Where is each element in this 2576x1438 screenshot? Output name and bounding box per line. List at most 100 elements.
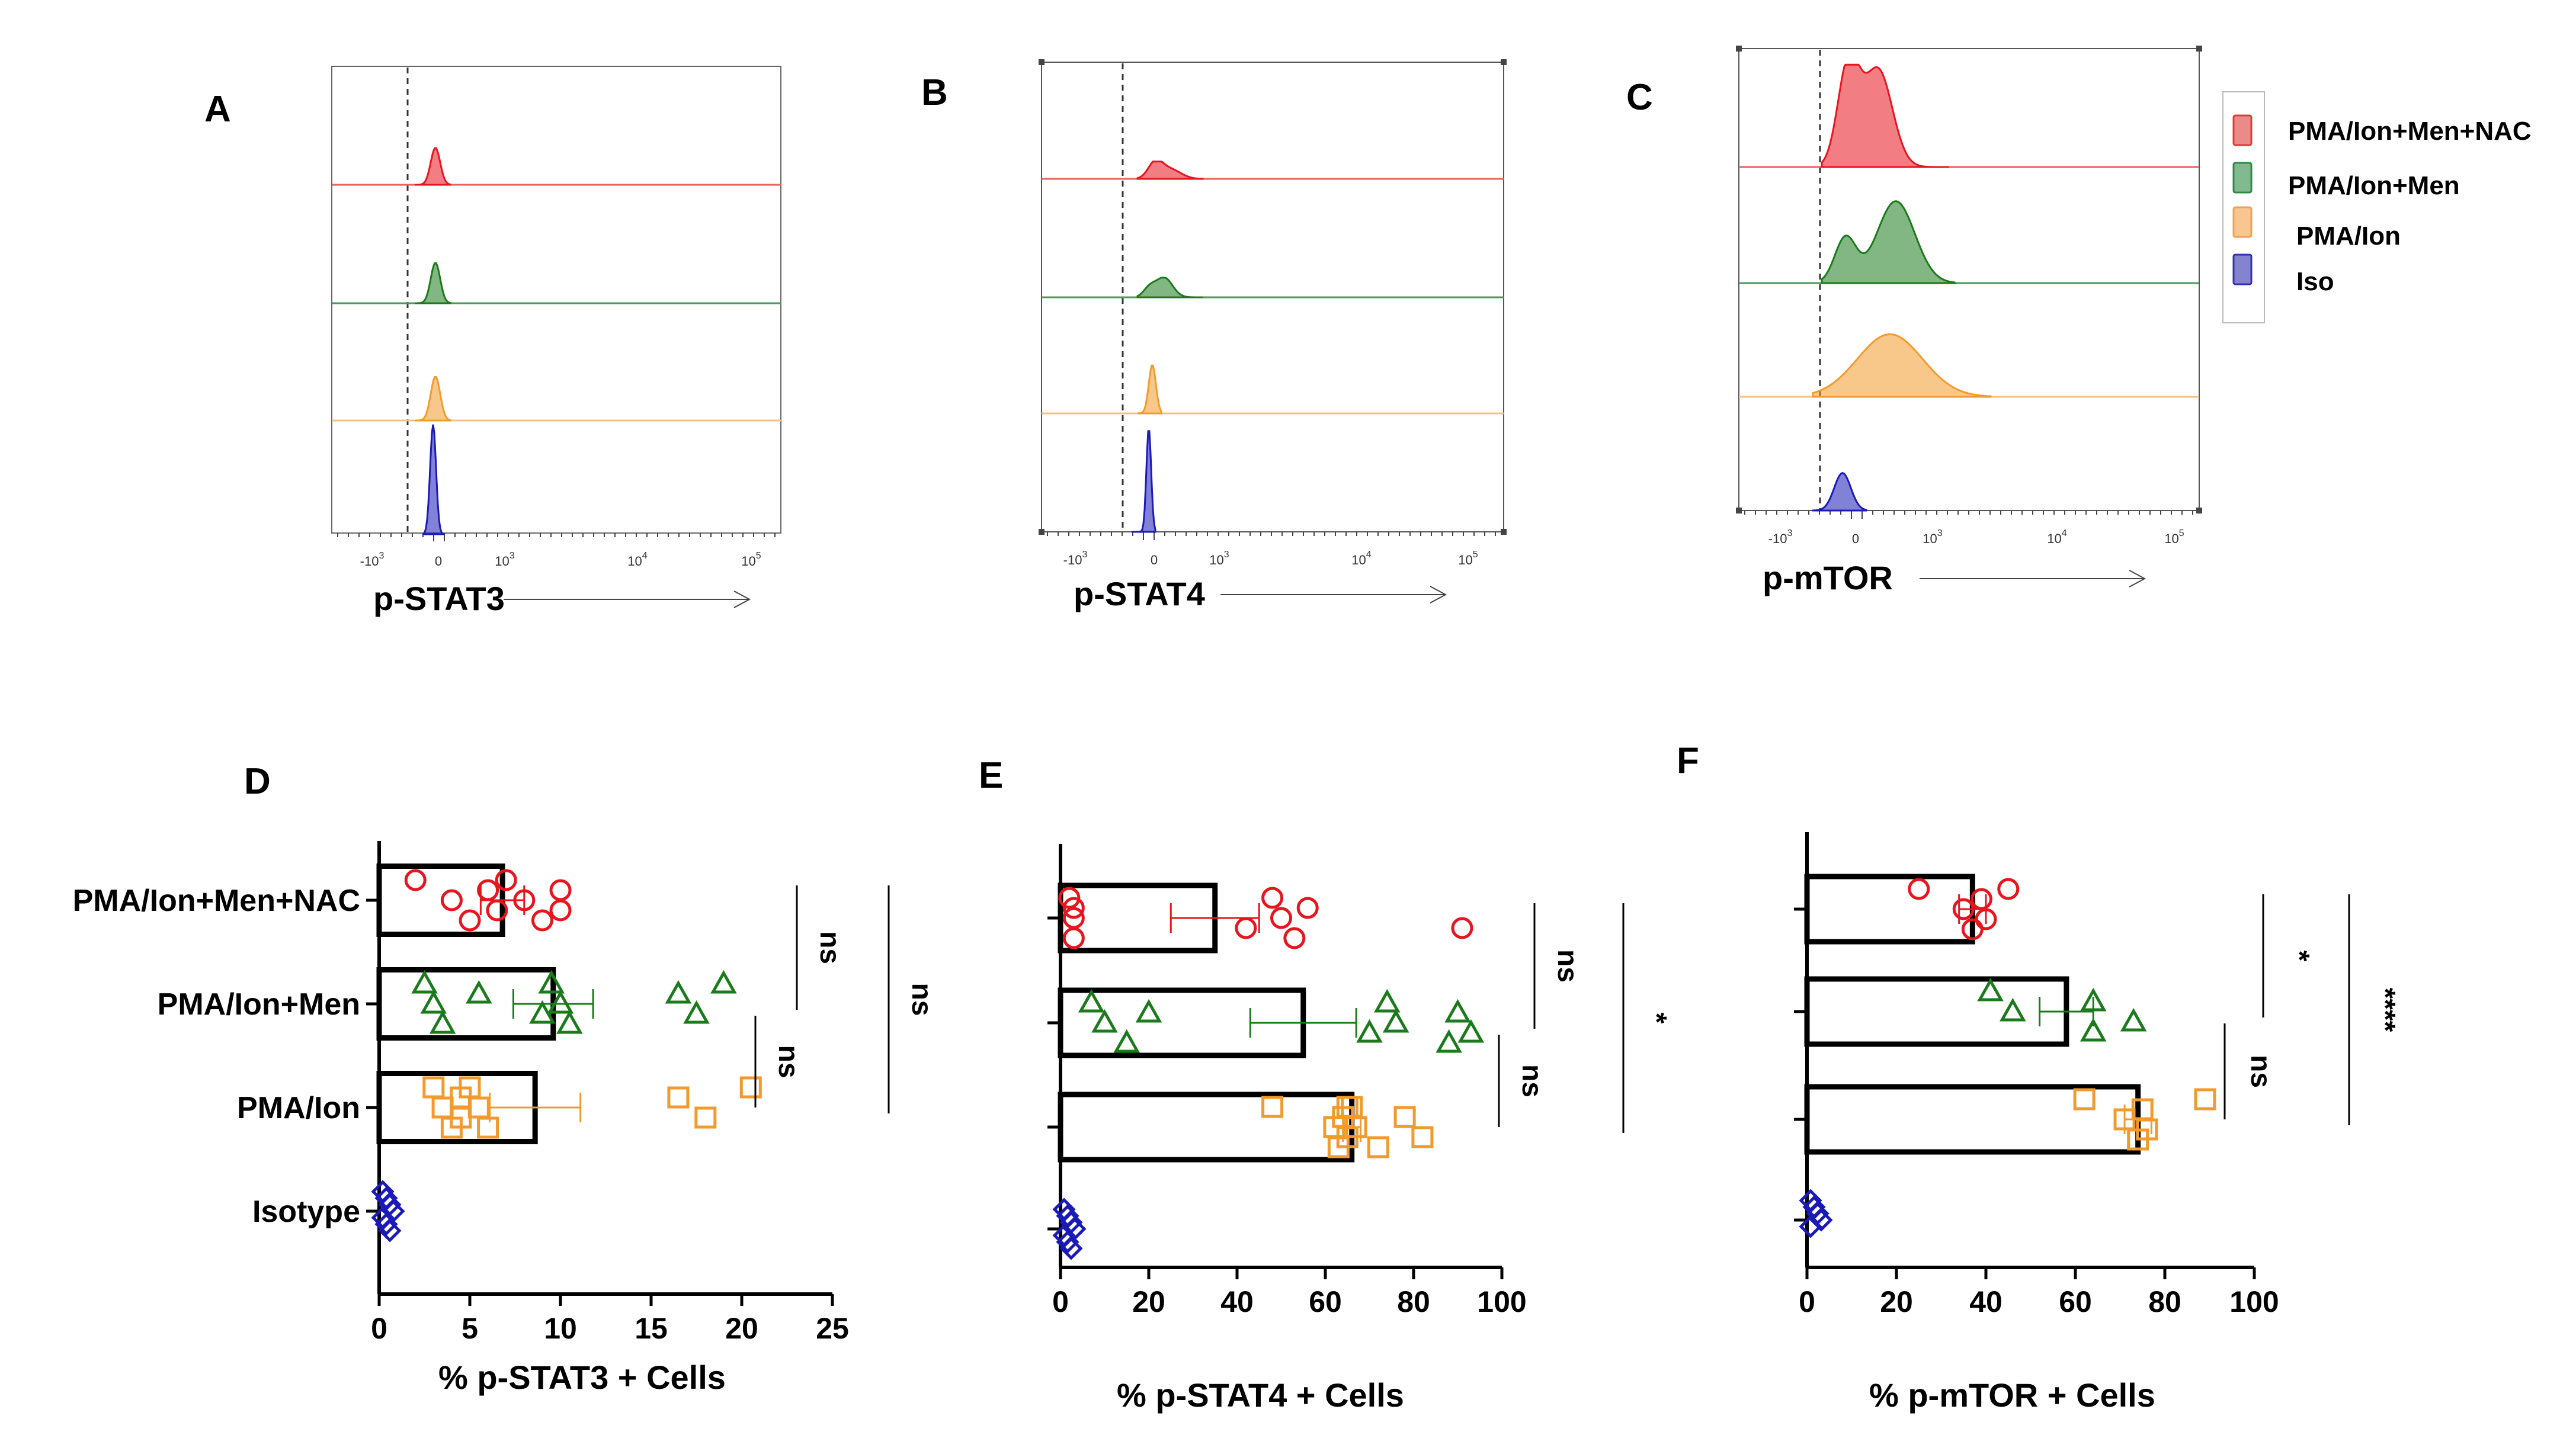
frame-corner-marker <box>1501 59 1507 65</box>
axis-tick-label: 105 <box>741 551 761 569</box>
panel-letter-c: C <box>1626 77 1653 118</box>
data-point-circle <box>495 869 517 891</box>
axis-tick-label: 0 <box>435 554 442 569</box>
x-tick-label: 0 <box>1799 1285 1815 1318</box>
data-point-diamond <box>378 1219 402 1243</box>
significance-label: ns <box>2245 1055 2276 1088</box>
axis-tick-label: 105 <box>1458 550 1478 567</box>
significance-label: * <box>2283 951 2315 962</box>
axis-tick-label: 104 <box>2047 528 2066 546</box>
data-point-triangle <box>466 980 492 1004</box>
legend: PMA/Ion+Men+NAC PMA/Ion+Men PMA/Ion Iso <box>2222 91 2532 323</box>
significance-label: ns <box>773 1045 804 1078</box>
data-point-square <box>739 1076 762 1099</box>
data-point-circle <box>1997 878 2020 900</box>
data-point-triangle <box>2120 1007 2147 1032</box>
histogram-peak-3 <box>1812 333 1992 398</box>
histogram-peak-1 <box>415 147 451 186</box>
histogram-peak-1 <box>1136 161 1204 180</box>
x-tick-label: 0 <box>371 1312 387 1345</box>
legend-swatch <box>2232 206 2253 238</box>
data-point-triangle <box>429 1010 456 1034</box>
axis-arrow-head <box>2129 570 2146 588</box>
legend-label: PMA/Ion+Men <box>2288 171 2460 200</box>
data-point-diamond <box>374 1212 398 1236</box>
axis-tick-label: 103 <box>1209 550 1229 567</box>
bar-chart-x-title: % p-mTOR + Cells <box>1869 1376 2155 1414</box>
axis-tick-label: 103 <box>1923 528 1942 546</box>
data-point-triangle <box>2080 987 2107 1012</box>
histogram-peak-2 <box>1136 277 1203 298</box>
plot-frame <box>331 66 781 534</box>
significance-label: ns <box>1516 1064 1547 1097</box>
x-tick-label: 80 <box>2148 1285 2181 1318</box>
category-label: PMA/Ion <box>237 1091 360 1125</box>
x-tick-label: 40 <box>1220 1285 1254 1318</box>
x-tick-label: 80 <box>1397 1285 1430 1318</box>
axis-arrow-head <box>733 590 751 608</box>
bar-chart-panel-d: 0 5 10 15 20 25 % p-STAT3 + Cells PMA/Ion+Men+N… <box>73 841 937 1396</box>
legend-swatch <box>2232 162 2253 194</box>
data-point-circle <box>549 879 572 901</box>
panel-letter-a: A <box>204 89 231 130</box>
data-point-triangle <box>1356 1019 1383 1043</box>
histogram-peak-3 <box>1137 364 1162 415</box>
data-point-circle <box>1235 917 1257 939</box>
frame-corner-marker <box>2196 508 2202 513</box>
bar-3 <box>1058 1092 1355 1163</box>
data-point-circle <box>1975 908 1997 930</box>
data-point-triangle <box>538 970 565 994</box>
data-point-circle <box>1283 927 1306 949</box>
data-point-circle <box>1296 897 1319 919</box>
histogram-peak-4 <box>1132 430 1156 533</box>
panel-letter-e: E <box>979 755 1003 796</box>
data-point-circle <box>549 899 572 922</box>
axis-tick-label: 103 <box>495 551 514 569</box>
significance-label: ns <box>1552 949 1583 983</box>
data-point-diamond <box>1799 1215 1822 1238</box>
data-point-circle <box>404 869 427 891</box>
data-point-circle <box>477 879 499 901</box>
data-point-circle <box>1062 927 1085 949</box>
x-tick-label: 60 <box>2059 1285 2092 1318</box>
x-tick-label: 40 <box>1969 1285 2003 1318</box>
data-point-triangle <box>411 970 438 994</box>
histogram-peak-1 <box>1821 63 1949 168</box>
axis-tick-label: 104 <box>627 551 647 569</box>
data-point-triangle <box>420 990 447 1014</box>
data-point-square <box>2073 1088 2096 1110</box>
data-point-triangle <box>1374 988 1401 1013</box>
data-point-diamond <box>1056 1230 1079 1254</box>
data-point-square <box>1411 1126 1434 1148</box>
histogram-panel-b: -103 0 103 104 105 p-STAT4 <box>1039 59 1507 612</box>
frame-corner-marker <box>1736 508 1742 513</box>
data-point-circle <box>1952 898 1975 920</box>
x-tick-label: 5 <box>462 1312 478 1345</box>
x-tick-label: 20 <box>1880 1285 1913 1318</box>
panel-letter-b: B <box>921 72 948 113</box>
x-tick-label: 60 <box>1309 1285 1342 1318</box>
data-point-triangle <box>529 1000 556 1024</box>
bar-2 <box>1804 976 2069 1047</box>
category-label: PMA/Ion+Men+NAC <box>73 884 360 918</box>
data-point-square <box>467 1096 490 1119</box>
legend-label: Iso <box>2296 267 2334 296</box>
x-tick-label: 25 <box>816 1312 849 1345</box>
histogram-x-label: p-STAT3 <box>373 580 505 617</box>
bar-1 <box>1804 874 1975 945</box>
data-point-square <box>1261 1096 1284 1118</box>
frame-corner-marker <box>1039 59 1045 65</box>
axis-tick-label: 0 <box>1151 553 1158 567</box>
frame-corner-marker <box>2196 46 2202 52</box>
data-point-circle <box>459 909 481 932</box>
legend-swatch <box>2232 114 2253 146</box>
frame-corner-marker <box>1039 529 1045 535</box>
axis-tick-label: 0 <box>1852 531 1859 546</box>
legend-label: PMA/Ion+Men+NAC <box>2288 117 2532 146</box>
data-point-triangle <box>1977 977 2004 1002</box>
bar-chart-x-title: % p-STAT3 + Cells <box>438 1359 726 1396</box>
axis-tick-label: -103 <box>1768 528 1793 546</box>
data-point-circle <box>440 889 463 911</box>
data-point-triangle <box>683 1000 710 1024</box>
